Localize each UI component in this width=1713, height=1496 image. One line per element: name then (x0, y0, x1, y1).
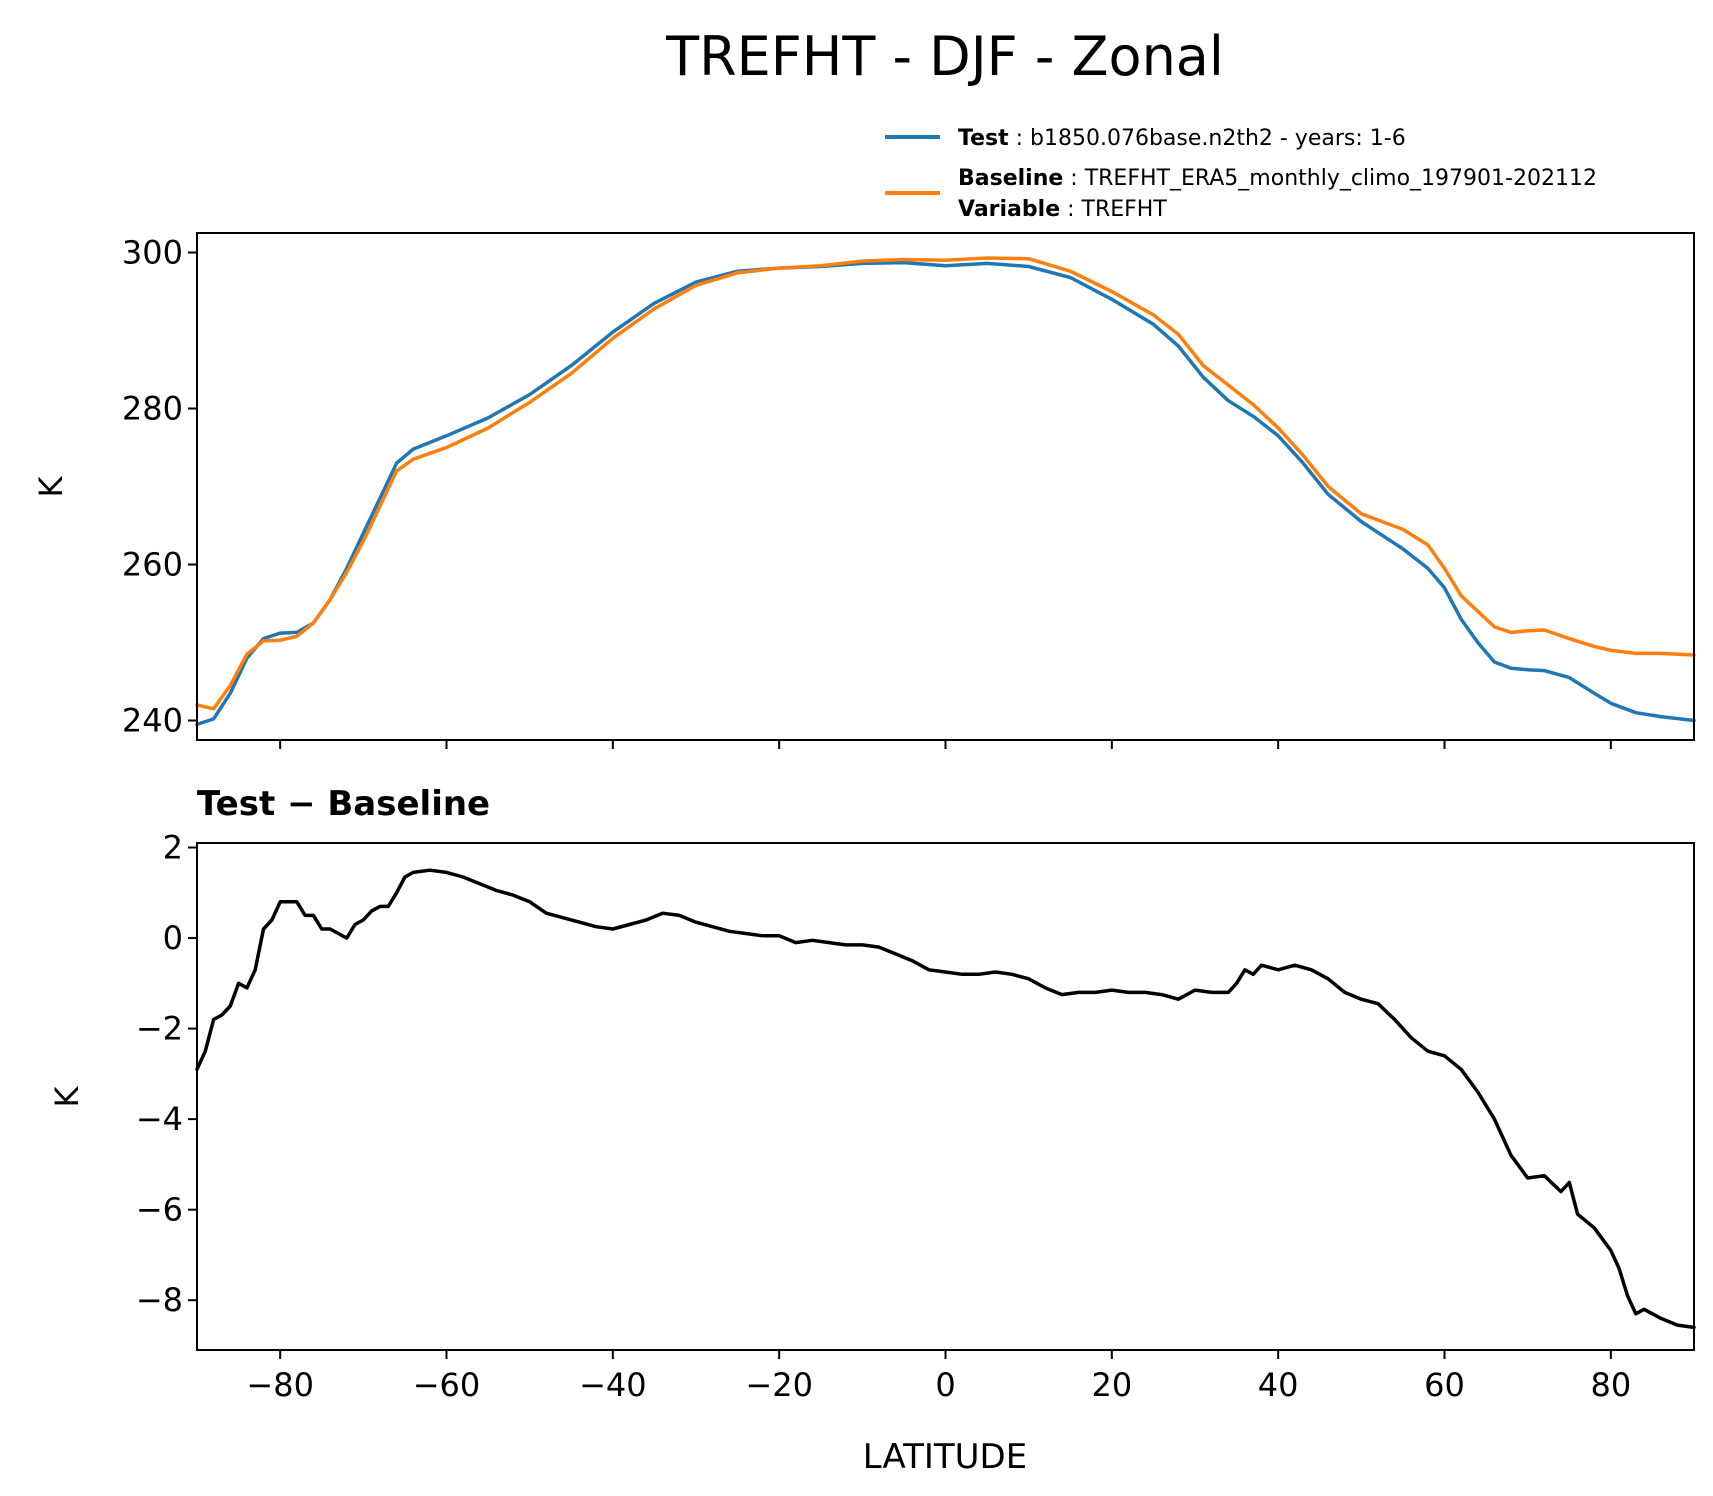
bottom-ytick-label: −2 (136, 1010, 183, 1048)
bottom-difference-line (195, 868, 1696, 1330)
legend-baseline-name: Baseline (958, 166, 1063, 191)
legend-variable-name: Variable (958, 197, 1060, 222)
legend-variable-sep: : (1060, 197, 1081, 222)
bottom-panel: Test − Baseline −8−6−4−202 −80 −60 −40 −20 0… (48, 784, 1696, 1404)
bottom-x-axis: −80 −60 −40 −20 0 20 40 60 80 (246, 1350, 1631, 1404)
legend: Test : b1850.076base.n2th2 - years: 1-6 … (885, 126, 1597, 222)
legend-variable-text: TREFHT (1081, 197, 1168, 222)
bottom-y-axis: −8 −6 −4 −2 0 2 (136, 829, 197, 1319)
top-test-line (195, 260, 1696, 727)
legend-baseline-text: TREFHT_ERA5_monthly_climo_197901-202112 (1084, 166, 1597, 191)
top-ytick-label: 240 (122, 702, 183, 740)
bottom-ytick-label: −4 (136, 1100, 183, 1138)
top-ytick-label: 300 (122, 234, 183, 272)
bottom-ytick-label: 2 (163, 829, 183, 867)
legend-test-label: Test : b1850.076base.n2th2 - years: 1-6 (958, 126, 1406, 151)
xtick-label: 80 (1590, 1366, 1631, 1404)
legend-baseline-label: Baseline : TREFHT_ERA5_monthly_climo_197… (958, 166, 1597, 191)
bottom-ytick-label: −6 (136, 1191, 183, 1229)
top-baseline-line (195, 256, 1696, 711)
legend-variable-label: Variable : TREFHT (958, 197, 1167, 222)
bottom-series-group (195, 868, 1696, 1330)
legend-baseline-sep: : (1063, 166, 1084, 191)
xtick-label: 20 (1091, 1366, 1132, 1404)
bottom-ylabel: K (48, 1085, 86, 1107)
bottom-panel-title: Test − Baseline (197, 784, 490, 824)
x-axis-label: LATITUDE (863, 1437, 1027, 1477)
xtick-label: −20 (745, 1366, 813, 1404)
legend-test-text: b1850.076base.n2th2 - years: 1-6 (1030, 126, 1406, 151)
top-ytick-label: 280 (122, 390, 183, 428)
bottom-ytick-label: 0 (163, 919, 183, 957)
figure-title: TREFHT - DJF - Zonal (665, 25, 1224, 88)
xtick-label: 40 (1258, 1366, 1299, 1404)
xtick-label: 60 (1424, 1366, 1465, 1404)
xtick-label: −40 (579, 1366, 647, 1404)
top-ylabel: K (32, 475, 70, 497)
top-panel: 240 260 280 300 K (32, 232, 1696, 749)
top-x-ticks (279, 740, 1612, 749)
xtick-label: 0 (935, 1366, 955, 1404)
xtick-label: −80 (246, 1366, 314, 1404)
top-axes-frame (196, 232, 1695, 741)
top-y-axis: 240 260 280 300 (122, 234, 197, 740)
legend-test-sep: : (1009, 126, 1030, 151)
xtick-label: −60 (413, 1366, 481, 1404)
legend-test-name: Test (958, 126, 1009, 151)
top-ytick-label: 260 (122, 546, 183, 584)
top-series-group (195, 256, 1696, 727)
bottom-axes-frame (196, 842, 1695, 1351)
bottom-ytick-label: −8 (136, 1281, 183, 1319)
